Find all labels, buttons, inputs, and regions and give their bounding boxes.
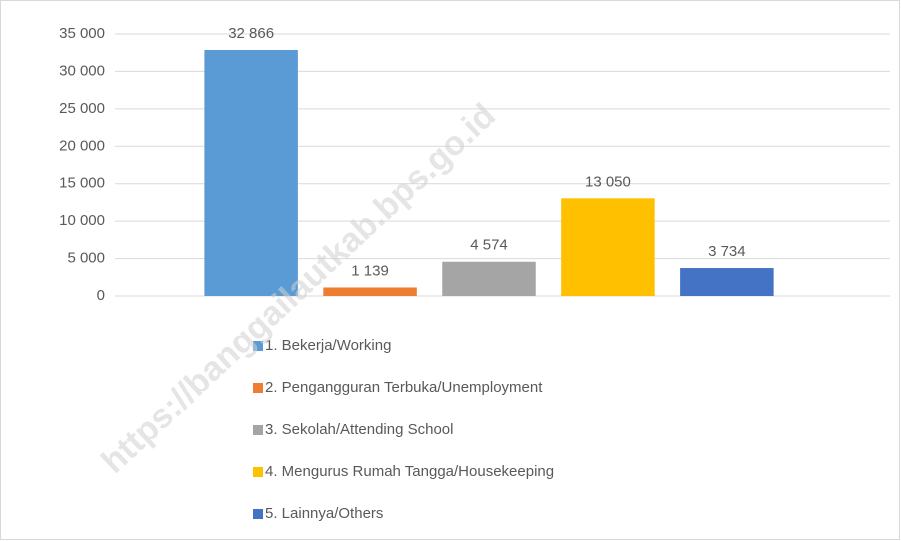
- bar: [680, 268, 774, 296]
- bar: [204, 49, 298, 296]
- data-label: 4 574: [470, 237, 508, 254]
- legend-swatch: [253, 509, 263, 519]
- legend-swatch: [253, 425, 263, 435]
- bar: [442, 261, 536, 296]
- plot-area: 0 5 000 10 000 15 000 20 000 25 000 30 000 35 0…: [59, 25, 890, 522]
- data-label: 32 866: [228, 25, 274, 42]
- y-tick-label: 0: [97, 287, 105, 304]
- legend-swatch: [253, 383, 263, 393]
- y-tick-label: 20 000: [59, 137, 105, 154]
- y-tick-label: 10 000: [59, 212, 105, 229]
- legend-label: 2. Pengangguran Terbuka/Unemployment: [265, 379, 543, 396]
- legend-swatch: [253, 467, 263, 477]
- y-tick-label: 25 000: [59, 100, 105, 117]
- y-tick-label: 15 000: [59, 175, 105, 192]
- bar: [561, 198, 655, 296]
- legend-label: 1. Bekerja/Working: [265, 337, 391, 354]
- y-tick-label: 35 000: [59, 25, 105, 42]
- legend-label: 3. Sekolah/Attending School: [265, 421, 453, 438]
- legend-swatch: [253, 341, 263, 351]
- legend-label: 4. Mengurus Rumah Tangga/Housekeeping: [265, 463, 554, 480]
- data-label: 1 139: [351, 262, 389, 279]
- y-tick-label: 5 000: [67, 250, 105, 267]
- data-label: 13 050: [585, 173, 631, 190]
- legend-label: 5. Lainnya/Others: [265, 505, 383, 522]
- y-tick-label: 30 000: [59, 62, 105, 79]
- bar: [323, 287, 417, 296]
- data-label: 3 734: [708, 243, 746, 260]
